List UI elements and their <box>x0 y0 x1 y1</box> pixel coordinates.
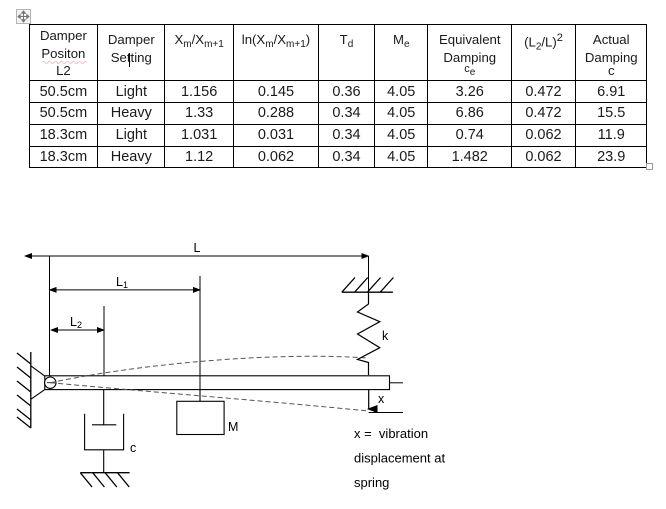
svg-text:L2: L2 <box>70 315 82 330</box>
svg-text:L: L <box>194 241 201 255</box>
svg-text:x = vibration: x = vibration <box>354 426 428 441</box>
svg-text:c: c <box>130 441 136 455</box>
svg-text:displacement at: displacement at <box>354 450 445 465</box>
svg-text:x: x <box>378 392 385 406</box>
svg-text:k: k <box>382 329 389 343</box>
svg-text:spring: spring <box>354 475 389 490</box>
svg-text:M: M <box>228 420 238 434</box>
svg-text:L1: L1 <box>116 275 128 290</box>
